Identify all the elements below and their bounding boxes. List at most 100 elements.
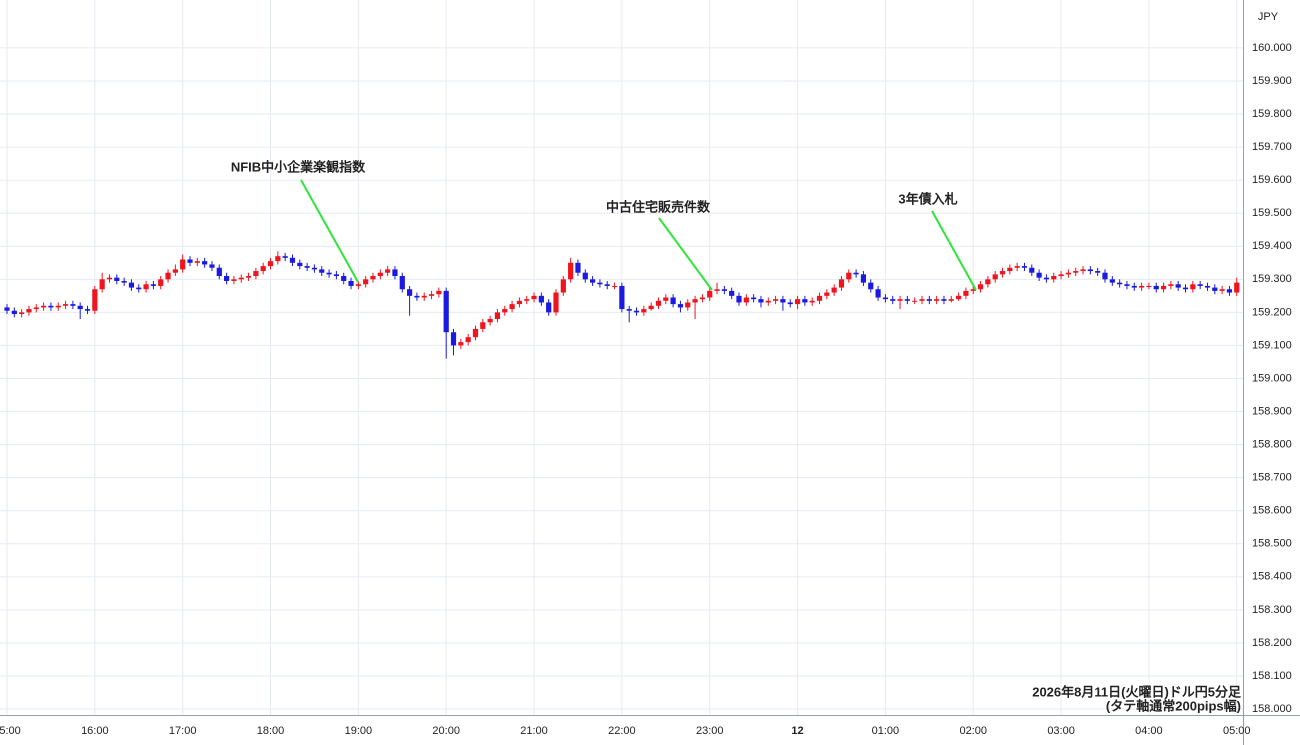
candle-body [238, 277, 244, 280]
candle-body [216, 267, 222, 277]
candle-body [165, 272, 171, 280]
candle-body [575, 262, 581, 273]
candle-body [970, 289, 976, 291]
candle-body [158, 279, 164, 286]
candle-body [1234, 282, 1240, 293]
candle-body [428, 294, 435, 296]
y-tick-label: 159.600 [1252, 174, 1292, 186]
candle-body [62, 304, 69, 306]
candle-body [912, 300, 918, 302]
candles [4, 251, 1240, 359]
candle-body [765, 300, 771, 303]
candle-body [84, 309, 91, 311]
candle-body [121, 280, 127, 283]
candle-body [582, 272, 588, 280]
candle-body [48, 305, 54, 308]
candle-body [787, 302, 793, 305]
candle-body [846, 272, 852, 280]
candle-body [187, 259, 193, 263]
candle-body [494, 312, 501, 319]
y-tick-label: 158.500 [1252, 538, 1292, 550]
candle-body [604, 284, 610, 286]
candle-body [128, 282, 135, 288]
candle-body [999, 271, 1006, 275]
candle-body [743, 297, 749, 303]
candle-body [1095, 271, 1101, 273]
candle-body [26, 309, 32, 313]
candle-body [326, 272, 332, 275]
candle-body [363, 279, 369, 285]
candle-body [1036, 272, 1042, 278]
annotation-label: NFIB中小企業楽観指数 [231, 159, 366, 174]
candle-body [172, 269, 178, 273]
candle-body [1058, 274, 1064, 277]
candle-body [590, 279, 596, 283]
candle-body [304, 266, 310, 268]
candle-body [194, 261, 200, 263]
candle-body [1175, 284, 1181, 288]
candle-body [260, 266, 266, 272]
candle-body [1146, 285, 1152, 287]
candle-body [919, 299, 925, 301]
candle-body [399, 276, 405, 290]
x-tick-label: 02:00 [959, 725, 987, 737]
candle-body [538, 295, 544, 303]
candle-body [341, 276, 347, 281]
candle-body [926, 299, 932, 301]
candle-body [297, 262, 303, 267]
y-tick-label: 158.300 [1252, 604, 1292, 616]
candle-body [1087, 269, 1093, 272]
candle-body [524, 299, 530, 301]
candle-body [663, 297, 669, 301]
candle-body [948, 299, 954, 301]
candle-body [736, 295, 742, 303]
candle-body [41, 305, 47, 308]
candle-body [289, 257, 296, 263]
candle-body [487, 318, 493, 323]
y-tick-label: 159.800 [1252, 108, 1292, 120]
candle-body [699, 297, 705, 300]
annotation-line [300, 179, 359, 283]
candle-body [707, 290, 713, 298]
candle-body [4, 307, 10, 311]
candle-body [853, 272, 859, 275]
candle-body [472, 328, 479, 338]
candle-body [1051, 276, 1057, 280]
candle-body [963, 290, 969, 296]
candle-body [143, 284, 149, 290]
candle-body [1014, 266, 1020, 268]
y-tick-label: 159.900 [1252, 75, 1292, 87]
candle-body [1117, 282, 1123, 285]
candle-body [992, 274, 998, 280]
x-tick-label: 22:00 [608, 725, 636, 737]
candle-body [11, 310, 17, 315]
candle-body [831, 287, 837, 293]
axes: 158.000 158.100 158.200 158.300 158.400 158.5… [0, 42, 1292, 737]
candle-body [692, 299, 698, 303]
candle-body [1204, 285, 1211, 288]
candle-body [1139, 285, 1145, 288]
candle-body [1109, 279, 1115, 283]
candle-body [904, 299, 910, 301]
candle-body [319, 269, 325, 273]
candle-body [553, 292, 559, 313]
y-tick-label: 158.800 [1252, 439, 1292, 451]
candle-body [1021, 266, 1028, 268]
candle-body [677, 304, 684, 308]
candle-body [816, 295, 823, 301]
candle-body [1102, 272, 1108, 280]
y-tick-label: 160.000 [1252, 42, 1292, 54]
candle-body [114, 277, 120, 281]
candle-body [751, 297, 757, 300]
currency-label: JPY [1258, 11, 1279, 23]
candle-body [509, 304, 515, 310]
candle-body [150, 284, 156, 286]
y-tick-label: 159.400 [1252, 240, 1292, 252]
x-tick-label: 21:00 [520, 725, 548, 737]
candle-body [633, 310, 640, 313]
candle-body [890, 299, 896, 301]
candle-body [758, 299, 764, 303]
candle-body [1007, 267, 1013, 272]
candle-body [882, 297, 888, 300]
